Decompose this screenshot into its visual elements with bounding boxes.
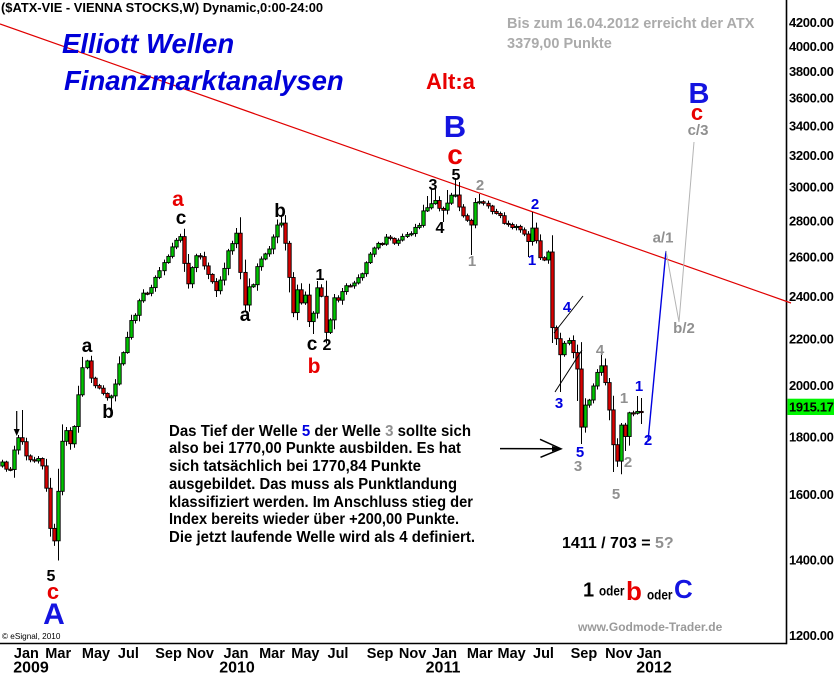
svg-text:a: a [82, 336, 93, 357]
svg-text:Mar: Mar [467, 646, 493, 662]
svg-text:2800.00: 2800.00 [789, 213, 834, 228]
svg-text:Sep: Sep [367, 646, 394, 662]
svg-text:2: 2 [644, 432, 652, 449]
svg-text:Nov: Nov [187, 646, 214, 662]
svg-text:1411 / 703 = 5?: 1411 / 703 = 5? [562, 535, 674, 552]
svg-text:Mar: Mar [45, 646, 71, 662]
svg-text:Bis zum 16.04.2012 erreicht de: Bis zum 16.04.2012 erreicht der ATX [507, 16, 755, 32]
svg-text:3200.00: 3200.00 [789, 148, 834, 163]
svg-text:May: May [82, 646, 110, 662]
svg-text:4000.00: 4000.00 [789, 39, 834, 54]
svg-text:Elliott Wellen: Elliott Wellen [62, 28, 234, 59]
svg-text:c: c [691, 100, 703, 125]
svg-text:1: 1 [583, 580, 594, 602]
svg-text:Jan: Jan [224, 646, 249, 662]
svg-text:2: 2 [476, 177, 484, 194]
svg-text:Jan: Jan [637, 646, 662, 662]
svg-text:b: b [308, 355, 321, 378]
svg-text:a/1: a/1 [653, 230, 674, 247]
svg-text:3800.00: 3800.00 [789, 64, 834, 79]
svg-text:c: c [47, 579, 59, 604]
svg-text:3000.00: 3000.00 [789, 180, 834, 195]
svg-text:2: 2 [323, 337, 332, 354]
svg-text:© eSignal, 2010: © eSignal, 2010 [2, 632, 61, 641]
svg-text:oder: oder [647, 587, 673, 603]
svg-text:3: 3 [429, 177, 438, 194]
svg-text:2200.00: 2200.00 [789, 331, 834, 346]
svg-text:B: B [444, 109, 466, 144]
svg-text:4: 4 [596, 342, 605, 359]
svg-text:3400.00: 3400.00 [789, 118, 834, 133]
svg-text:1: 1 [635, 378, 643, 395]
svg-text:2: 2 [531, 196, 539, 213]
svg-text:Jul: Jul [533, 646, 554, 662]
svg-text:c: c [176, 208, 187, 229]
svg-text:5: 5 [576, 444, 584, 461]
svg-text:2010: 2010 [219, 660, 255, 675]
svg-text:Sep: Sep [155, 646, 182, 662]
svg-text:5: 5 [452, 167, 461, 184]
svg-text:($ATX-VIE - VIENNA STOCKS,W) D: ($ATX-VIE - VIENNA STOCKS,W) Dynamic,0:0… [1, 0, 323, 15]
svg-text:Finanzmarktanalysen: Finanzmarktanalysen [64, 65, 344, 96]
svg-text:Jan: Jan [14, 646, 39, 662]
svg-text:1200.00: 1200.00 [789, 628, 834, 643]
svg-text:3379,00 Punkte: 3379,00 Punkte [507, 36, 612, 52]
svg-text:b/2: b/2 [673, 320, 695, 337]
svg-text:Alt:a: Alt:a [426, 69, 476, 94]
svg-text:1: 1 [528, 252, 536, 269]
svg-text:Nov: Nov [605, 646, 632, 662]
svg-text:b: b [274, 201, 286, 222]
svg-text:b: b [626, 576, 642, 606]
svg-text:Sep: Sep [571, 646, 598, 662]
svg-text:3: 3 [555, 395, 563, 412]
svg-text:May: May [497, 646, 525, 662]
svg-text:Jul: Jul [118, 646, 139, 662]
svg-text:Jul: Jul [328, 646, 349, 662]
svg-text:1600.00: 1600.00 [789, 487, 834, 502]
svg-text:c: c [307, 334, 318, 355]
svg-text:2012: 2012 [636, 660, 672, 675]
svg-text:5: 5 [47, 568, 56, 585]
svg-text:1: 1 [468, 253, 476, 270]
svg-text:C: C [674, 574, 693, 604]
svg-text:5: 5 [612, 486, 620, 503]
svg-text:2000.00: 2000.00 [789, 378, 834, 393]
svg-text:3600.00: 3600.00 [789, 90, 834, 105]
svg-text:Nov: Nov [399, 646, 426, 662]
svg-text:c/3: c/3 [688, 122, 709, 139]
svg-text:May: May [291, 646, 319, 662]
svg-text:A: A [43, 598, 65, 631]
svg-text:c: c [447, 139, 463, 170]
svg-text:1: 1 [316, 267, 325, 284]
svg-text:2600.00: 2600.00 [789, 250, 834, 265]
svg-text:a: a [240, 305, 251, 326]
svg-text:3: 3 [574, 458, 582, 475]
svg-text:a: a [172, 188, 184, 211]
svg-text:oder: oder [599, 583, 625, 599]
svg-text:4: 4 [563, 299, 572, 316]
svg-text:B: B [689, 78, 710, 110]
svg-text:1: 1 [620, 390, 628, 407]
svg-text:4200.00: 4200.00 [789, 15, 834, 30]
svg-text:4: 4 [436, 220, 445, 237]
svg-text:1400.00: 1400.00 [789, 553, 834, 568]
svg-text:2011: 2011 [426, 660, 461, 675]
svg-text:1915.17: 1915.17 [789, 399, 834, 414]
svg-text:b: b [102, 402, 114, 423]
svg-text:www.Godmode-Trader.de: www.Godmode-Trader.de [577, 620, 723, 634]
svg-text:Jan: Jan [432, 646, 457, 662]
svg-text:2400.00: 2400.00 [789, 289, 834, 304]
svg-text:1800.00: 1800.00 [789, 430, 834, 445]
svg-text:2009: 2009 [13, 660, 49, 675]
svg-text:2: 2 [624, 454, 632, 471]
svg-text:Mar: Mar [259, 646, 285, 662]
